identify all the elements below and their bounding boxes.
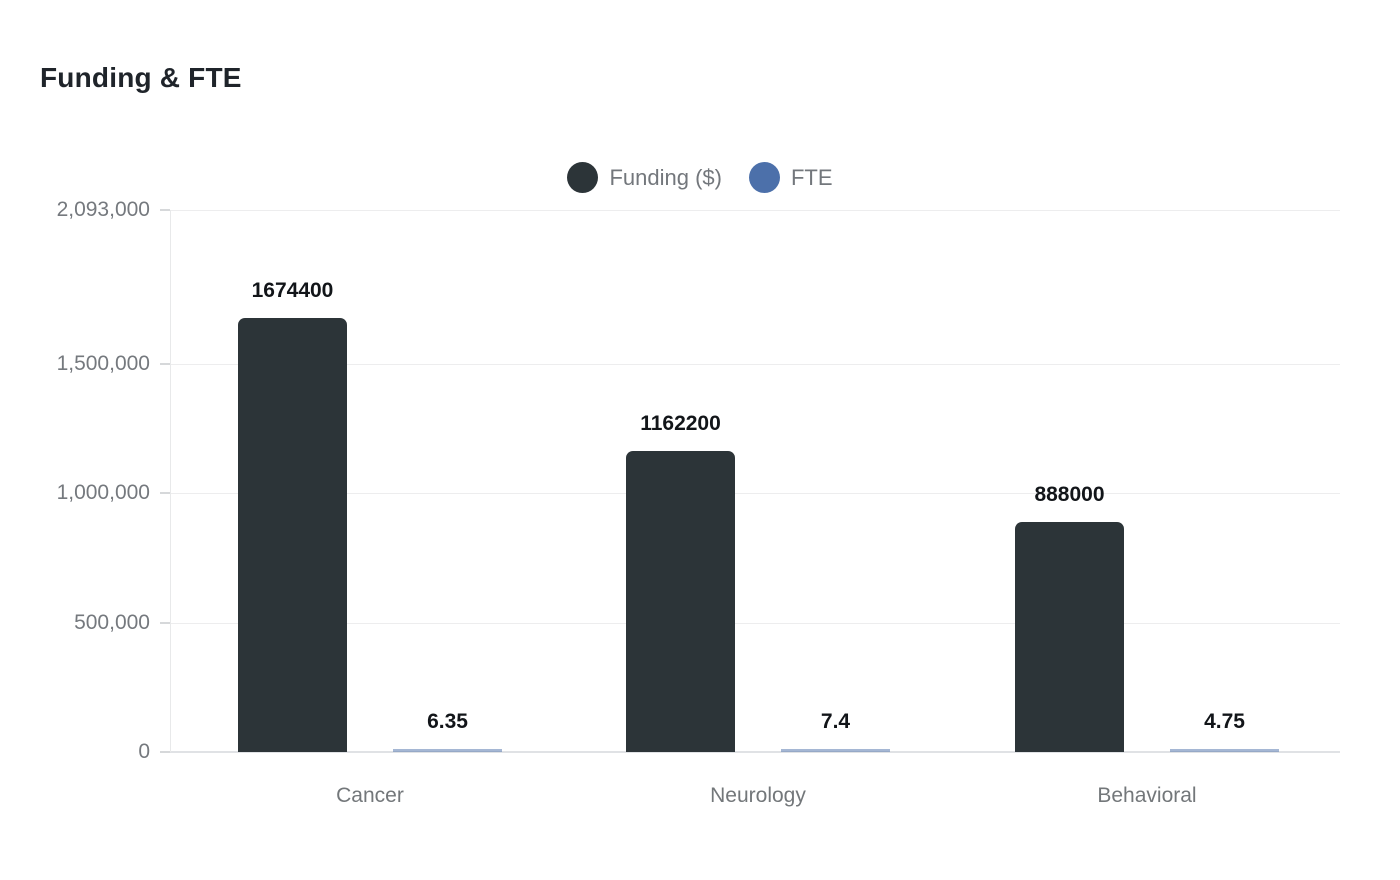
y-axis-tick (160, 209, 170, 211)
page-title: Funding & FTE (40, 62, 242, 93)
gridline (170, 622, 1340, 624)
gridline (170, 493, 1340, 495)
value-label: 1162200 (640, 412, 721, 436)
bar-funding-neurology (626, 451, 735, 752)
bar-fte-behavioral (1170, 749, 1279, 752)
legend-item-label: FTE (790, 165, 833, 190)
bar-fte-cancer (393, 749, 502, 752)
gridline (170, 363, 1340, 365)
legend-item-fte[interactable]: FTE (748, 162, 833, 193)
bar-fte-neurology (781, 749, 890, 752)
y-axis-tick (160, 362, 170, 365)
value-label: 6.35 (427, 710, 468, 733)
gridline (170, 210, 1340, 211)
y-axis-tick (160, 492, 170, 495)
value-label: 1674400 (251, 279, 334, 303)
value-label: 7.4 (820, 710, 851, 733)
fte-legend-swatch-icon (748, 162, 780, 193)
x-tick-label: Cancer (336, 784, 404, 807)
value-label: 888000 (1034, 483, 1105, 507)
y-tick-label: 500,000 (74, 610, 150, 634)
y-tick-label: 0 (138, 740, 150, 763)
value-label: 4.75 (1204, 710, 1245, 733)
bar-funding-behavioral (1015, 522, 1124, 752)
legend-item-label: Funding ($) (609, 165, 722, 190)
legend-item-funding[interactable]: Funding ($) (567, 162, 722, 193)
x-tick-label: Behavioral (1097, 784, 1197, 807)
y-tick-label: 1,000,000 (56, 481, 150, 505)
y-axis-line (170, 210, 171, 752)
bar-funding-cancer (238, 318, 347, 752)
y-axis-tick (160, 751, 170, 753)
x-axis-line (170, 751, 1340, 753)
x-tick-label: Neurology (710, 784, 806, 807)
funding-legend-swatch-icon (567, 162, 599, 193)
y-tick-label: 2,093,000 (56, 198, 150, 221)
legend: Funding ($) FTE (0, 162, 1400, 193)
y-tick-label: 1,500,000 (56, 351, 150, 375)
y-axis-tick (160, 621, 170, 624)
